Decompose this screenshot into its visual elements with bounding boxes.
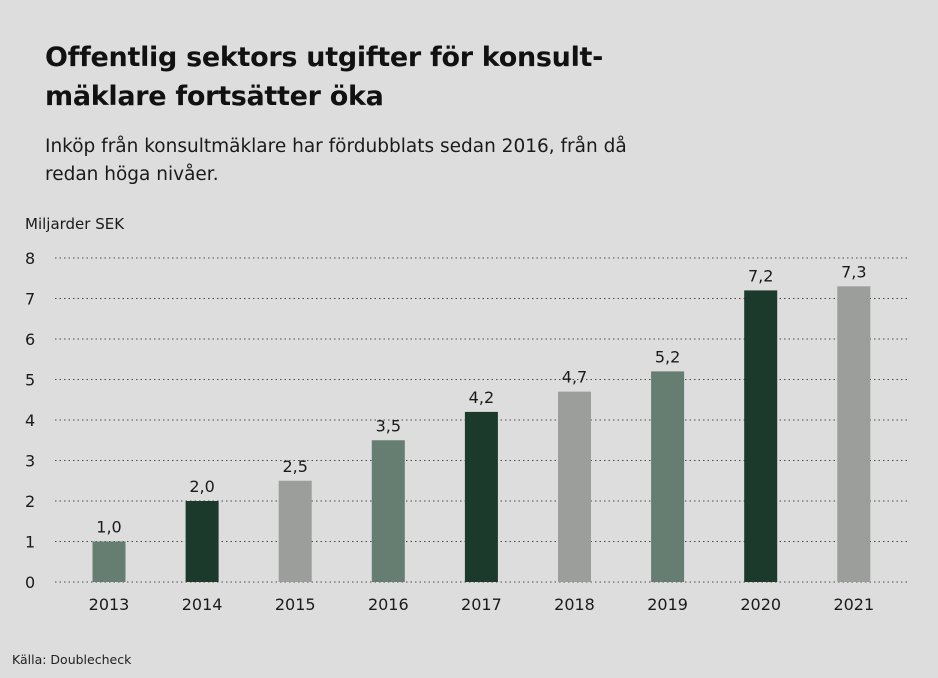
value-label-2018: 4,7: [562, 368, 587, 387]
chart-subtitle: Inköp från konsultmäklare har fördubblat…: [45, 136, 627, 185]
value-label-2016: 3,5: [376, 416, 401, 435]
value-labels: 1,0 2,0 2,5 3,5 4,2 4,7 5,2 7,2 7,3: [96, 262, 866, 536]
x-tick-label-2018: 2018: [554, 595, 595, 614]
y-tick-label: 3: [25, 452, 35, 471]
y-tick-label: 6: [25, 330, 35, 349]
y-tick-label: 2: [25, 492, 35, 511]
bar-2016: [371, 440, 405, 582]
chart-title: Offentlig sektors utgifter för konsult- …: [45, 38, 685, 116]
bar-2020: [744, 290, 778, 582]
value-label-2013: 1,0: [96, 518, 121, 537]
bar-2021: [837, 286, 871, 582]
y-tick-label: 0: [25, 573, 35, 592]
x-tick-label-2016: 2016: [368, 595, 409, 614]
x-tick-label-2014: 2014: [182, 595, 223, 614]
x-tick-label-2013: 2013: [89, 595, 130, 614]
chart-title-line-1: Offentlig sektors utgifter för konsult-: [45, 42, 604, 73]
x-tick-label-2019: 2019: [647, 595, 688, 614]
bar-2015: [278, 480, 312, 582]
value-label-2015: 2,5: [282, 457, 307, 476]
chart-title-line-2: mäklare fortsätter öka: [45, 81, 384, 112]
y-tick-label: 5: [25, 371, 35, 390]
value-label-2019: 5,2: [655, 347, 680, 366]
y-tick-label: 8: [25, 249, 35, 268]
value-label-2014: 2,0: [189, 477, 214, 496]
bars: [92, 286, 871, 582]
bar-2014: [185, 501, 219, 582]
value-label-2020: 7,2: [748, 266, 773, 285]
y-tick-label: 1: [25, 533, 35, 552]
x-tick-label-2020: 2020: [740, 595, 781, 614]
x-tick-label-2021: 2021: [833, 595, 874, 614]
bar-2019: [651, 371, 685, 582]
x-axis-ticks: 2013 2014 2015 2016 2017 2018 2019 2020 2021: [89, 595, 875, 614]
y-axis-unit-label: Miljarder SEK: [25, 215, 125, 233]
value-label-2017: 4,2: [469, 388, 494, 407]
source-note: Källa: Doublecheck: [12, 652, 132, 667]
y-tick-label: 4: [25, 411, 35, 430]
x-tick-label-2017: 2017: [461, 595, 502, 614]
y-tick-label: 7: [25, 290, 35, 309]
x-tick-label-2015: 2015: [275, 595, 316, 614]
value-label-2021: 7,3: [841, 262, 866, 281]
bar-2013: [92, 541, 126, 582]
bar-2017: [464, 411, 498, 582]
y-axis-ticks: 0 1 2 3 4 5 6 7 8: [25, 249, 35, 592]
bar-2018: [558, 391, 591, 582]
